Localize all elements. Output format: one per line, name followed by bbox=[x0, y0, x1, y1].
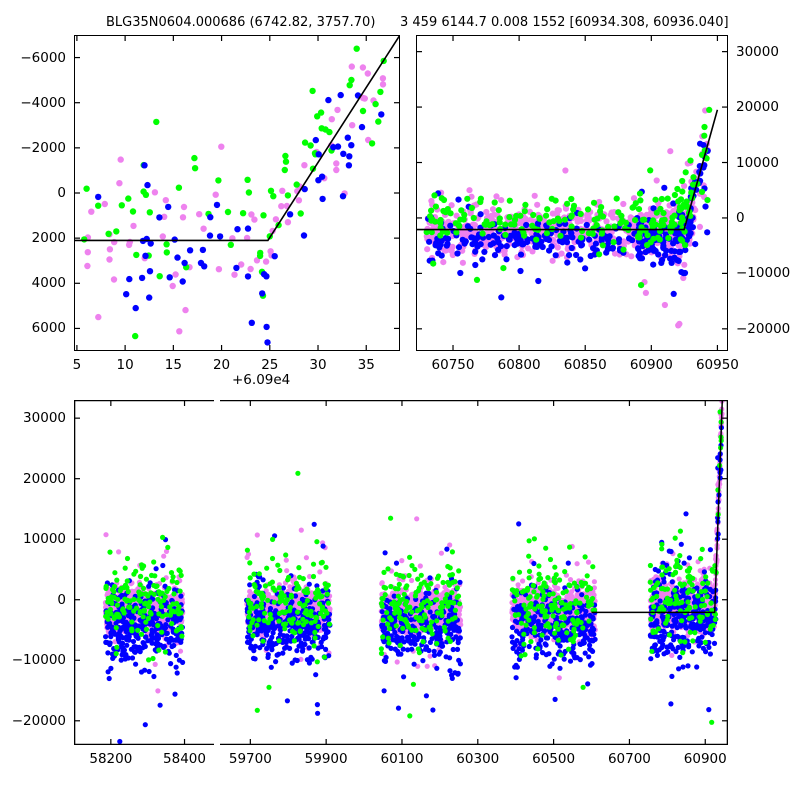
axis-tick-label: −2000 bbox=[20, 139, 66, 156]
scatter-plot-top-right bbox=[416, 106, 719, 329]
tick-marks-top-left bbox=[74, 35, 400, 351]
axis-tick-label: 58400 bbox=[163, 751, 206, 767]
axis-tick-label: 60100 bbox=[380, 751, 424, 767]
axis-tick-label: 60900 bbox=[683, 751, 727, 767]
figure-title-right: 3 459 6144.7 0.008 1552 [60934.308, 6093… bbox=[400, 15, 729, 30]
axis-tick-label: 30 bbox=[309, 357, 327, 373]
axis-tick-label: 60950 bbox=[695, 357, 739, 373]
axis-tick-label: −10000 bbox=[11, 652, 66, 669]
plot-area-bottom bbox=[74, 400, 728, 745]
axes-frame-bottom bbox=[73, 399, 728, 746]
panel-top-right[interactable] bbox=[416, 35, 728, 351]
axis-tick-label: 10000 bbox=[23, 531, 66, 548]
axis-tick-label: 25 bbox=[261, 357, 279, 373]
axis-tick-label: 60700 bbox=[607, 751, 651, 767]
axis-tick-label: 10000 bbox=[736, 154, 779, 171]
axis-tick-label: −20000 bbox=[736, 320, 791, 337]
scatter-plot-top-left bbox=[74, 35, 400, 346]
axis-tick-label: 30000 bbox=[23, 410, 66, 427]
axis-tick-label: 60900 bbox=[629, 357, 673, 373]
scatter-plot-bottom bbox=[102, 400, 725, 745]
axis-tick-label: 60750 bbox=[431, 357, 475, 373]
panel-bottom[interactable] bbox=[73, 399, 728, 746]
axis-tick-label: 30000 bbox=[736, 43, 779, 60]
axis-tick-label: 6000 bbox=[31, 320, 66, 337]
axis-tick-label: 20 bbox=[212, 357, 231, 373]
axis-tick-label: 10 bbox=[116, 357, 134, 373]
axis-tick-label: −4000 bbox=[20, 94, 66, 111]
axis-tick-label: 4000 bbox=[31, 275, 66, 292]
plot-area-top-right bbox=[416, 35, 728, 351]
axis-tick-label: 20000 bbox=[736, 99, 779, 116]
axis-tick-label: 20000 bbox=[23, 470, 66, 487]
axis-tick-label: 15 bbox=[164, 357, 182, 373]
axis-tick-label: 60300 bbox=[456, 751, 500, 767]
figure-title-left: BLG35N0604.000686 (6742.82, 3757.70) bbox=[106, 15, 376, 30]
axis-tick-label: −20000 bbox=[11, 712, 66, 729]
panel-top-left[interactable] bbox=[74, 35, 400, 351]
axis-tick-label: 2000 bbox=[31, 230, 66, 247]
axis-tick-label: −10000 bbox=[736, 265, 791, 282]
axis-tick-label: 58200 bbox=[89, 751, 133, 767]
axis-tick-label: 35 bbox=[357, 357, 375, 373]
axis-tick-label: 5 bbox=[72, 357, 82, 373]
axis-tick-label: 59700 bbox=[228, 751, 272, 767]
plot-area-top-left bbox=[74, 35, 400, 351]
axis-tick-label: 60800 bbox=[497, 357, 541, 373]
axis-tick-label: 60850 bbox=[563, 357, 607, 373]
axis-tick-label: −6000 bbox=[20, 49, 66, 66]
axis-tick-label: 0 bbox=[57, 591, 66, 608]
tick-marks-top-right bbox=[416, 35, 728, 351]
axis-tick-label: 0 bbox=[736, 209, 745, 226]
x-axis-offset-text: +6.09e4 bbox=[232, 372, 291, 388]
axis-tick-label: 59900 bbox=[304, 751, 348, 767]
axis-tick-label: 0 bbox=[57, 185, 66, 201]
axis-tick-label: 60500 bbox=[532, 751, 576, 767]
